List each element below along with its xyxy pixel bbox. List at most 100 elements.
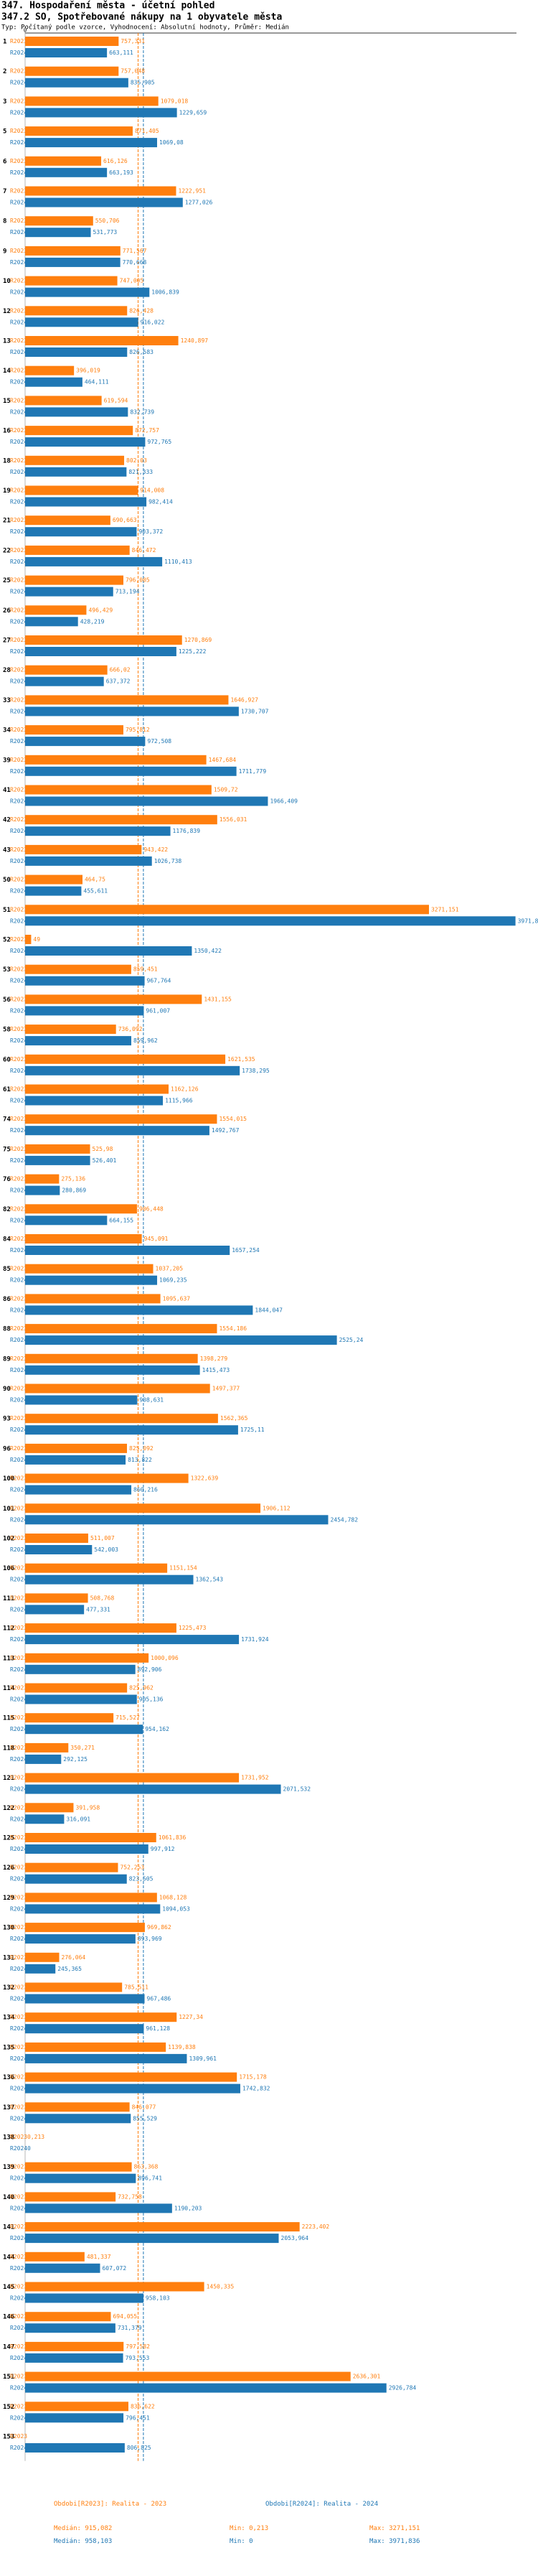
series-label: R2023 (10, 1415, 27, 1422)
bar (25, 258, 121, 267)
value-label: 1151,154 (169, 1565, 197, 1572)
bar (25, 187, 176, 196)
value-label: 872,757 (135, 427, 159, 434)
series-label: R2024 (10, 738, 27, 745)
value-label: 1037,205 (156, 1266, 184, 1272)
value-label: 943,422 (143, 846, 168, 853)
value-label: 1554,015 (219, 1116, 247, 1122)
value-label: 860,216 (133, 1487, 158, 1493)
bar (25, 288, 149, 297)
value-label: 1362,543 (196, 1577, 224, 1583)
bar (25, 67, 118, 76)
series-label: R2023 (10, 1535, 27, 1541)
value-label: 1240,897 (181, 337, 209, 344)
series-label: R2024 (10, 2325, 27, 2331)
value-label: 3971,836 (518, 918, 538, 924)
series-label: R2023 (10, 1865, 27, 1871)
bar (25, 306, 127, 315)
series-label: R2023 (10, 1685, 27, 1691)
bar (25, 396, 102, 405)
bar (25, 1953, 60, 1962)
series-label: R2023 (10, 68, 27, 75)
value-label: 525,98 (93, 1146, 113, 1152)
series-label: R2024 (10, 439, 27, 445)
series-label: R2024 (10, 169, 27, 176)
series-label: R2024 (10, 1996, 27, 2002)
bar (25, 965, 131, 974)
value-label: 1646,927 (230, 696, 258, 703)
bar (25, 1085, 169, 1094)
value-label: 896,741 (138, 2175, 162, 2182)
series-label: R2023 (10, 1505, 27, 1511)
series-label: R2024 (10, 768, 27, 775)
value-label: 1966,409 (270, 798, 298, 805)
value-label: 1222,951 (178, 188, 206, 195)
series-label: R2023 (10, 1984, 27, 1991)
value-label: 846,472 (132, 547, 156, 554)
bar (25, 1755, 61, 1764)
bar (25, 2294, 143, 2303)
value-label: 455,611 (83, 888, 108, 895)
series-label: R2023 (10, 2074, 27, 2081)
bar (25, 216, 93, 225)
series-label: R2023 (10, 1475, 27, 1482)
bar (25, 1653, 148, 1663)
series-label: R2024 (10, 1636, 27, 1643)
bar (25, 785, 212, 795)
bar (25, 2234, 279, 2243)
series-label: R2024 (10, 708, 27, 714)
bar (25, 126, 133, 136)
bar (25, 546, 130, 555)
series-label: R2023 (10, 218, 27, 224)
value-label: 1176,839 (173, 828, 201, 834)
value-label: 795,812 (126, 727, 150, 733)
value-label: 836,622 (131, 2403, 155, 2409)
value-label: 1554,186 (219, 1325, 247, 1332)
value-label: 496,429 (88, 607, 113, 613)
bar (25, 2114, 131, 2123)
value-label: 752,253 (120, 1865, 144, 1871)
bar (25, 905, 429, 914)
series-label: R2024 (10, 1127, 27, 1134)
series-label: R2023 (10, 2254, 27, 2260)
series-label: R2024 (10, 1726, 27, 1732)
series-label: R2023 (10, 1804, 27, 1811)
bar (25, 887, 81, 896)
bar (25, 946, 192, 956)
bar (25, 1246, 230, 1255)
series-label: R2024 (10, 948, 27, 954)
series-label: R2023 (10, 966, 27, 973)
series-label: R2023 (10, 936, 27, 943)
series-label: R2023 (10, 128, 27, 134)
value-label: 2636,301 (353, 2374, 381, 2380)
bar (25, 317, 138, 327)
bar (25, 2012, 176, 2022)
series-label: R2024 (10, 139, 27, 146)
value-label: 793,553 (126, 2355, 150, 2361)
value-label: 2223,402 (302, 2223, 330, 2230)
value-label: 526,401 (93, 1157, 117, 1164)
series-label: R2023 (10, 547, 27, 554)
value-label: 531,773 (93, 229, 118, 235)
bar (25, 1503, 260, 1513)
bar (25, 635, 182, 645)
value-label: 1068,128 (159, 1894, 187, 1900)
value-label: 350,271 (70, 1745, 95, 1751)
value-label: 607,072 (102, 2265, 126, 2272)
bar (25, 1485, 131, 1495)
median-label: Medián: 915,082 (54, 2525, 112, 2532)
series-label: R2023 (10, 2433, 27, 2440)
value-label: 664,155 (109, 1217, 133, 1223)
value-label: 616,126 (103, 158, 128, 164)
value-label: 835,905 (131, 80, 155, 86)
series-label: R2023 (10, 397, 27, 403)
value-label: 871,405 (135, 128, 159, 134)
bar (25, 725, 123, 734)
series-label: R2024 (10, 2295, 27, 2302)
series-label: R2024 (10, 2385, 27, 2391)
bar (25, 1066, 240, 1075)
series-label: R2023 (10, 98, 27, 104)
legend-label: Obdobi[R2024]: Realita - 2024 (265, 2501, 378, 2508)
bar (25, 1635, 239, 1644)
bar (25, 916, 516, 925)
